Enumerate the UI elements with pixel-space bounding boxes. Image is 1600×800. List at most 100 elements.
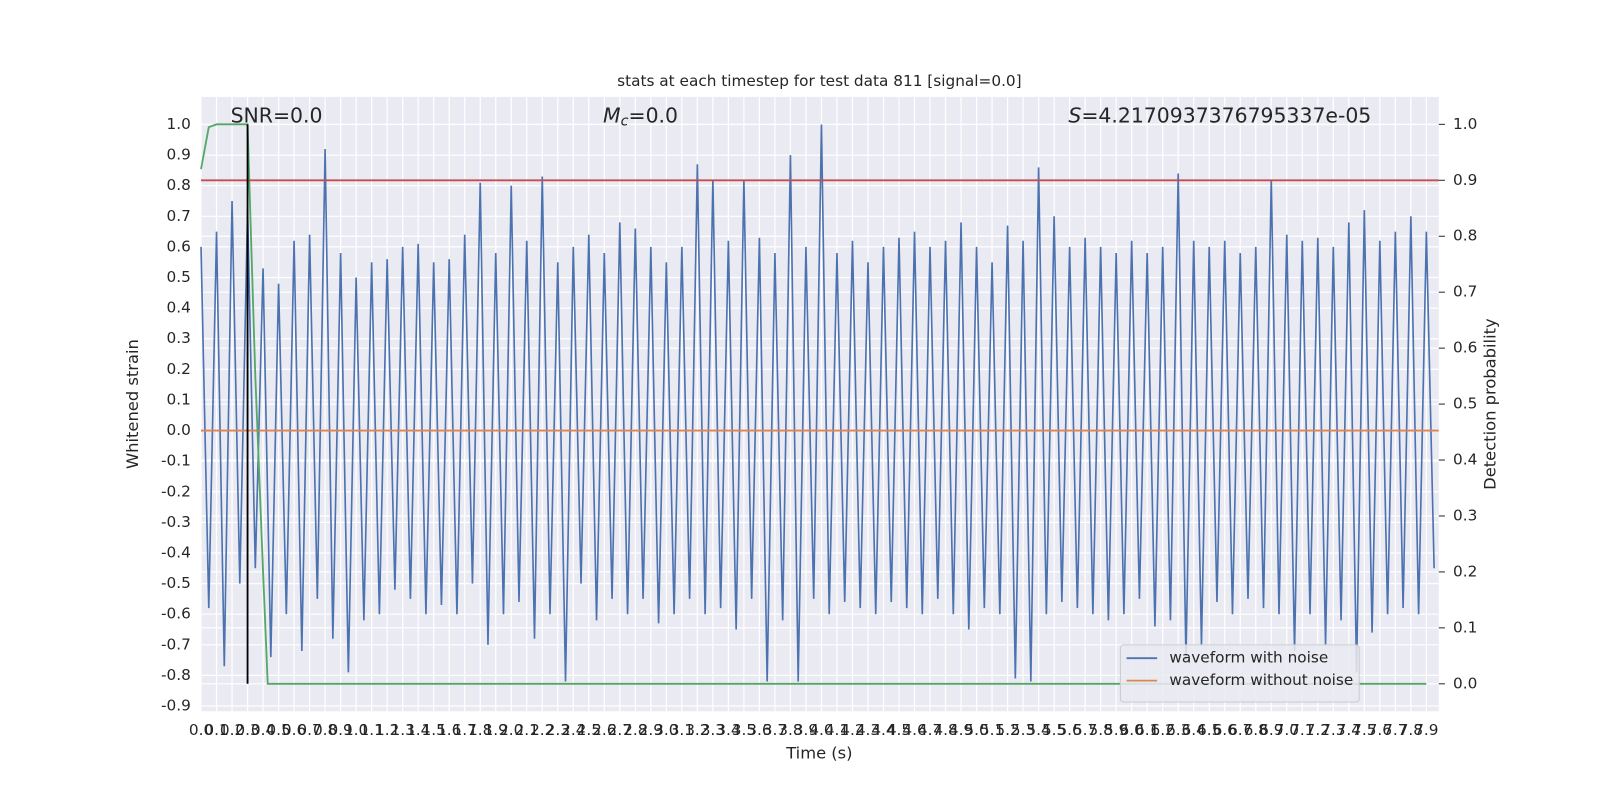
x-tick-label: 5.6 <box>1057 721 1081 739</box>
y-tick-label: 0.3 <box>166 329 190 347</box>
x-tick-label: 3.4 <box>716 721 740 739</box>
x-tick-label: 2.1 <box>515 721 539 739</box>
x-tick-label: 4.0 <box>809 721 833 739</box>
labels: 0.00.10.20.30.40.50.60.70.80.91.01.11.21… <box>161 103 1477 739</box>
x-tick-label: 2.4 <box>561 721 585 739</box>
x-tick-label: 1.2 <box>375 721 399 739</box>
annotation-part: SNR=0.0 <box>231 103 323 127</box>
x-tick-label: 7.0 <box>1275 721 1299 739</box>
x-tick-label: 6.6 <box>1213 721 1237 739</box>
y-axis-label: Whitened strain <box>123 339 142 469</box>
x-tick-label: 4.2 <box>840 721 864 739</box>
x-tick-label: 4.1 <box>825 721 849 739</box>
x-tick-label: 3.0 <box>654 721 678 739</box>
y-tick-label: 0.8 <box>166 176 190 194</box>
y-tick-label: 0.7 <box>166 207 190 225</box>
series-line <box>200 123 1427 685</box>
x-tick-label: 6.1 <box>1135 721 1159 739</box>
x-tick-label: 6.8 <box>1244 721 1268 739</box>
x-tick-label: 6.9 <box>1259 721 1283 739</box>
x-tick-label: 6.7 <box>1228 721 1252 739</box>
y2-tick-label: 0.9 <box>1453 171 1477 189</box>
y2-tick-label: 0.1 <box>1453 618 1477 636</box>
x-tick-label: 7.3 <box>1321 721 1345 739</box>
series-line <box>200 124 1435 682</box>
x-tick-label: 2.8 <box>623 721 647 739</box>
y-tick-label: 1.0 <box>166 115 190 133</box>
x-tick-label: 2.2 <box>530 721 554 739</box>
y-tick-label: -0.5 <box>161 574 191 592</box>
y-tick-label: -0.4 <box>161 543 191 561</box>
x-tick-label: 3.8 <box>778 721 802 739</box>
x-tick-label: 1.1 <box>359 721 383 739</box>
x-tick-label: 6.5 <box>1197 721 1221 739</box>
y-tick-label: -0.8 <box>161 666 191 684</box>
x-tick-label: 1.6 <box>437 721 461 739</box>
legend-label: waveform without noise <box>1169 671 1353 689</box>
x-tick-label: 6.3 <box>1166 721 1190 739</box>
x-tick-label: 7.1 <box>1290 721 1314 739</box>
x-tick-label: 1.8 <box>468 721 492 739</box>
x-tick-label: 0.6 <box>282 721 306 739</box>
y2-tick-label: 0.0 <box>1453 674 1477 692</box>
x-tick-label: 3.2 <box>685 721 709 739</box>
annotation-part: =4.2170937376795337e-05 <box>1081 103 1371 127</box>
x-tick-label: 1.5 <box>422 721 446 739</box>
x-tick-label: 1.4 <box>406 721 430 739</box>
annotation-part: c <box>621 113 629 129</box>
x-tick-label: 0.3 <box>235 721 259 739</box>
x-tick-label: 5.2 <box>995 721 1019 739</box>
legend-box <box>1119 644 1360 703</box>
x-tick-label: 0.8 <box>313 721 337 739</box>
y2-tick-label: 1.0 <box>1453 115 1477 133</box>
x-tick-label: 3.1 <box>670 721 694 739</box>
x-tick-label: 7.7 <box>1383 721 1407 739</box>
x-tick-label: 5.9 <box>1104 721 1128 739</box>
x-tick-label: 3.6 <box>747 721 771 739</box>
x-tick-label: 7.6 <box>1368 721 1392 739</box>
x-tick-label: 0.1 <box>204 721 228 739</box>
x-tick-label: 2.3 <box>546 721 570 739</box>
x-tick-label: 3.3 <box>701 721 725 739</box>
x-tick-label: 4.3 <box>856 721 880 739</box>
x-tick-label: 7.8 <box>1399 721 1423 739</box>
annotation-part: M <box>603 103 621 127</box>
x-tick-label: 6.2 <box>1151 721 1175 739</box>
x-tick-label: 7.4 <box>1337 721 1361 739</box>
marks <box>200 123 1439 685</box>
y2-tick-label: 0.6 <box>1453 339 1477 357</box>
x-tick-label: 0.7 <box>297 721 321 739</box>
x-tick-label: 1.7 <box>453 721 477 739</box>
y2-tick-label: 0.7 <box>1453 283 1477 301</box>
y-tick-label: 0.9 <box>166 146 190 164</box>
x-tick-label: 0.0 <box>189 721 213 739</box>
x-tick-label: 0.2 <box>220 721 244 739</box>
legend-label: waveform with noise <box>1169 649 1328 667</box>
x-tick-label: 6.0 <box>1119 721 1143 739</box>
x-tick-label: 3.5 <box>732 721 756 739</box>
annotation: S=4.2170937376795337e-05 <box>1068 103 1371 127</box>
x-tick-label: 4.4 <box>871 721 895 739</box>
x-tick-label: 2.7 <box>608 721 632 739</box>
x-tick-label: 1.3 <box>390 721 414 739</box>
x-tick-label: 7.2 <box>1306 721 1330 739</box>
y2-axis-label: Detection probability <box>1480 318 1499 490</box>
x-tick-label: 0.9 <box>328 721 352 739</box>
y-tick-label: -0.3 <box>161 513 191 531</box>
x-tick-label: 2.0 <box>499 721 523 739</box>
annotation-part: =0.0 <box>628 103 678 127</box>
y-tick-label: 0.6 <box>166 237 190 255</box>
x-tick-label: 7.5 <box>1352 721 1376 739</box>
chart-title: stats at each timestep for test data 811… <box>617 72 1022 90</box>
y2-tick-label: 0.5 <box>1453 395 1477 413</box>
x-axis-label: Time (s) <box>785 744 852 763</box>
y-tick-label: -0.2 <box>161 482 191 500</box>
y-tick-label: -0.6 <box>161 605 191 623</box>
x-tick-label: 0.5 <box>266 721 290 739</box>
x-tick-label: 1.0 <box>344 721 368 739</box>
x-tick-label: 4.9 <box>949 721 973 739</box>
y2-tick-label: 0.3 <box>1453 506 1477 524</box>
x-tick-label: 5.1 <box>980 721 1004 739</box>
x-tick-label: 6.4 <box>1182 721 1206 739</box>
